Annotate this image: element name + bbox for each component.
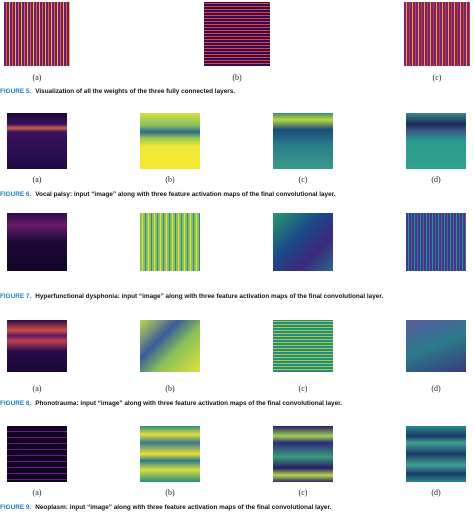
panel-label: (a)	[32, 175, 42, 184]
figure-label: FIGURE 8.	[0, 400, 32, 407]
panel-image	[273, 320, 333, 372]
caption-text: Phonotrauma: input “image” along with th…	[35, 400, 343, 407]
panel-label: (c)	[298, 488, 308, 497]
panel-image	[273, 113, 333, 169]
panel-image	[406, 213, 466, 271]
panel-label: (c)	[298, 384, 308, 393]
panel-label: (d)	[431, 175, 441, 184]
figure-label: FIGURE 5.	[0, 88, 32, 95]
panel-image	[140, 426, 200, 482]
figure-caption: FIGURE 9. Neoplasm: input “image” along w…	[0, 504, 331, 511]
caption-text: Hyperfunctional dysphonia: input “image”…	[35, 293, 384, 300]
panel-label: (d)	[431, 488, 441, 497]
panel-image	[406, 113, 466, 169]
panel-label: (b)	[165, 384, 175, 393]
panel-image	[404, 2, 470, 66]
panel-image	[406, 320, 466, 372]
panel-label: (c)	[432, 73, 442, 82]
panel-label: (c)	[298, 175, 308, 184]
panel-label: (b)	[165, 175, 175, 184]
panel-label: (a)	[32, 488, 42, 497]
panel-image	[204, 2, 270, 66]
panel-image	[140, 113, 200, 169]
panel-image	[273, 213, 333, 271]
figure-label: FIGURE 7.	[0, 293, 32, 300]
caption-text: Neoplasm: input “image” along with three…	[35, 504, 332, 511]
panel-label: (d)	[431, 384, 441, 393]
figure-caption: FIGURE 5. Visualization of all the weight…	[0, 88, 235, 95]
panel-image	[140, 213, 200, 271]
panel-label: (b)	[232, 73, 242, 82]
panel-image	[7, 213, 67, 271]
figure-caption: FIGURE 6. Vocal palsy: input “image” alon…	[0, 191, 336, 198]
figure-label: FIGURE 9.	[0, 504, 32, 511]
panel-image	[273, 426, 333, 482]
figure-caption: FIGURE 7. Hyperfunctional dysphonia: inpu…	[0, 293, 383, 300]
panel-image	[7, 113, 67, 169]
caption-text: Visualization of all the weights of the …	[35, 88, 236, 95]
panel-image	[4, 2, 70, 66]
panel-image	[7, 426, 67, 482]
figure-label: FIGURE 6.	[0, 191, 32, 198]
panel-label: (b)	[165, 488, 175, 497]
panel-label: (a)	[32, 384, 42, 393]
caption-text: Vocal palsy: input “image” along with th…	[35, 191, 336, 198]
panel-image	[7, 320, 67, 372]
panel-image	[406, 426, 466, 482]
panel-label: (a)	[32, 73, 42, 82]
panel-image	[140, 320, 200, 372]
figure-caption: FIGURE 8. Phonotrauma: input “image” alon…	[0, 400, 342, 407]
